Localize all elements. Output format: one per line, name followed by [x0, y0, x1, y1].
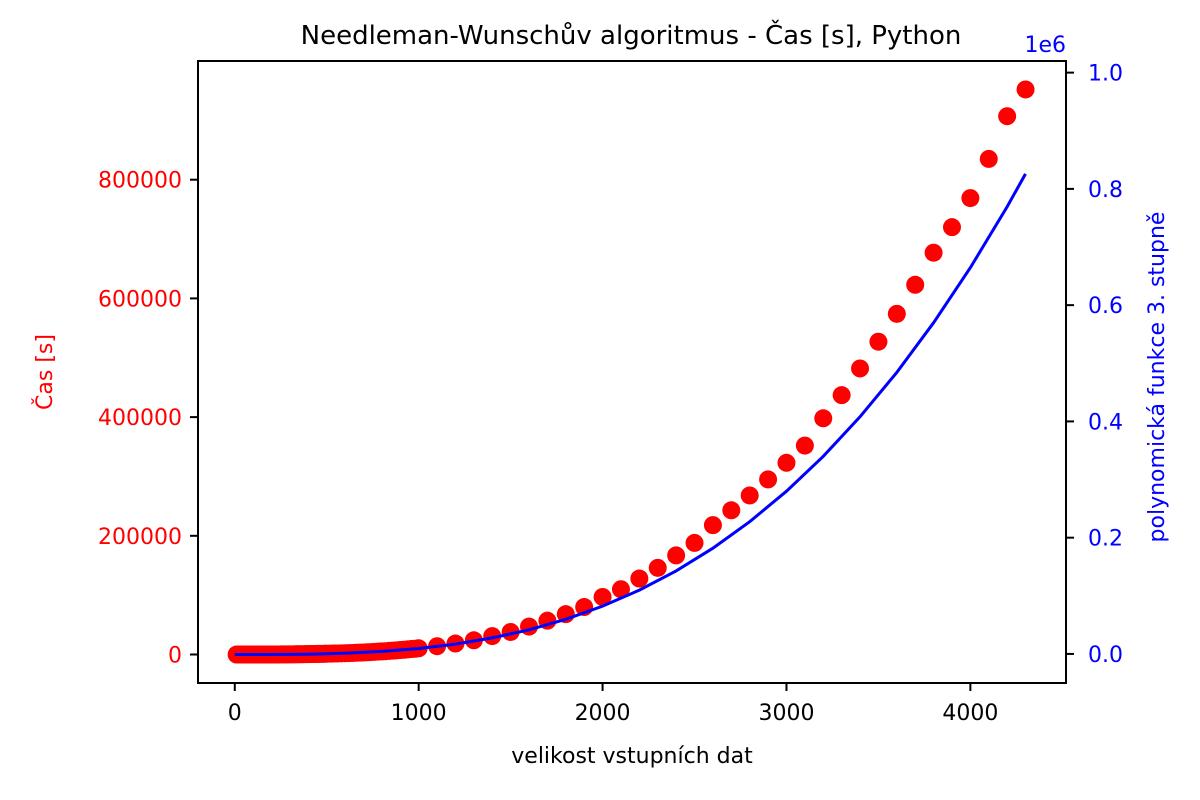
data-point — [851, 359, 870, 378]
left-y-tick-label: 0 — [168, 644, 182, 669]
data-point — [722, 501, 741, 520]
right-y-tick-label: 1.0 — [1088, 62, 1123, 87]
right-y-axis-ticks: 0.0 0.2 0.4 0.6 0.8 1.0 — [1066, 62, 1123, 668]
data-point — [685, 533, 704, 552]
data-point — [795, 436, 814, 455]
right-y-tick-label: 0.4 — [1088, 410, 1123, 435]
data-point — [942, 218, 961, 237]
right-y-tick-label: 0.6 — [1088, 294, 1123, 319]
data-point — [979, 149, 998, 168]
x-tick-label: 3000 — [758, 701, 814, 726]
left-y-tick-label: 800000 — [98, 169, 182, 194]
left-y-tick-label: 200000 — [98, 525, 182, 550]
left-y-tick-label: 600000 — [98, 287, 182, 312]
data-point — [887, 304, 906, 323]
chart-title: Needleman-Wunschův algoritmus - Čas [s],… — [301, 19, 962, 51]
data-point — [648, 558, 667, 577]
plot-frame — [197, 60, 1067, 684]
data-point — [777, 453, 796, 472]
fit-curve-group — [234, 173, 1027, 656]
data-point — [924, 243, 943, 262]
x-axis-ticks: 0 1000 2000 3000 4000 — [228, 683, 998, 726]
data-point — [703, 516, 722, 535]
x-tick-label: 4000 — [942, 701, 998, 726]
data-point — [869, 332, 888, 351]
data-point — [630, 569, 649, 588]
data-point — [740, 486, 759, 505]
data-point — [998, 107, 1017, 126]
measured-points — [227, 80, 1035, 664]
right-y-tick-label: 0.8 — [1088, 178, 1123, 203]
left-y-axis-label: Čas [s] — [32, 334, 58, 410]
x-tick-label: 2000 — [575, 701, 631, 726]
data-point — [814, 409, 833, 428]
x-axis-label: velikost vstupních dat — [511, 744, 753, 769]
data-point — [1016, 80, 1035, 99]
right-y-axis-offset-text: 1e6 — [1024, 33, 1066, 58]
data-point — [961, 189, 980, 208]
right-y-axis-label: polynomická funkce 3. stupně — [1145, 212, 1170, 543]
data-point — [501, 622, 520, 641]
left-y-axis-ticks: 0 200000 400000 600000 800000 — [98, 169, 198, 669]
right-y-tick-label: 0.2 — [1088, 527, 1123, 552]
data-point — [483, 627, 502, 646]
fit-curve — [234, 173, 1027, 656]
data-point — [667, 546, 686, 565]
data-point — [906, 275, 925, 294]
right-y-tick-label: 0.0 — [1088, 643, 1123, 668]
x-tick-label: 1000 — [391, 701, 447, 726]
x-tick-label: 0 — [228, 701, 242, 726]
data-point — [593, 587, 612, 606]
data-point — [759, 470, 778, 489]
data-point — [611, 580, 630, 599]
left-y-tick-label: 400000 — [98, 406, 182, 431]
data-point — [832, 386, 851, 405]
